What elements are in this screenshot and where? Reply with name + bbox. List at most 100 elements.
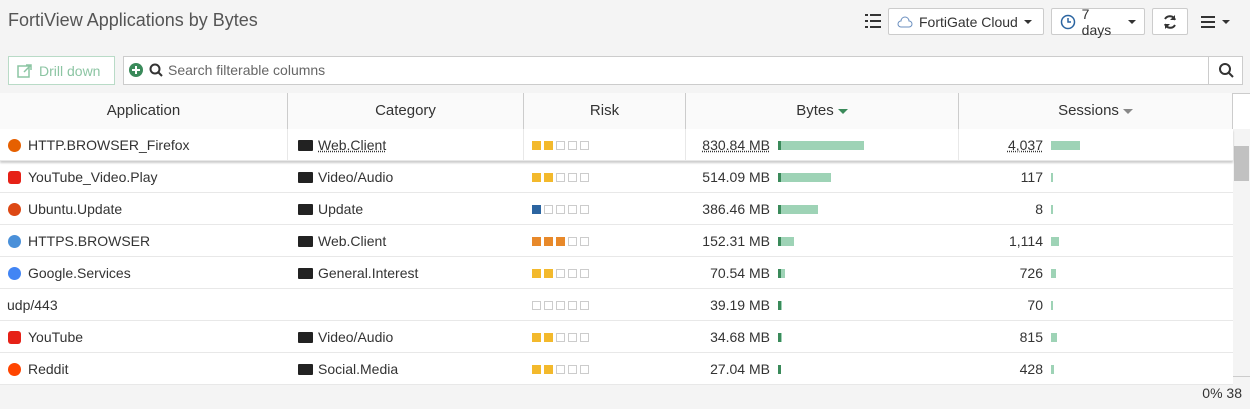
column-header[interactable]: Risk: [524, 93, 686, 129]
risk-square: [544, 205, 553, 214]
search-button-icon: [1219, 63, 1234, 78]
column-header[interactable]: Application: [0, 93, 288, 129]
folder-icon: [298, 204, 313, 215]
bytes-bar: [778, 333, 782, 342]
application: Ubuntu.Update: [28, 201, 123, 217]
period-button[interactable]: 7 days: [1051, 6, 1145, 38]
columns-icon[interactable]: [864, 12, 882, 30]
sessions: 8: [1035, 201, 1043, 217]
risk-square-filled: [532, 269, 541, 278]
bytes: 830.84 MB: [702, 137, 770, 153]
menu-icon: [1201, 16, 1215, 28]
sessions: 4,037: [1007, 137, 1043, 153]
app-icon: [8, 267, 21, 280]
refresh-icon: [1164, 14, 1176, 29]
refresh-button[interactable]: [1152, 8, 1188, 35]
drill-icon: [17, 63, 32, 78]
application: YouTube: [28, 329, 84, 345]
risk-square-filled: [544, 333, 553, 342]
cloud-icon: [897, 16, 913, 27]
sessions: 726: [1019, 265, 1043, 281]
risk-square: [556, 173, 565, 182]
column-label: Category: [375, 102, 436, 119]
risk-square-filled: [532, 205, 541, 214]
category: Update: [318, 201, 364, 217]
bytes: 386.46 MB: [702, 201, 770, 217]
risk-square: [544, 301, 553, 310]
column-header[interactable]: Category: [288, 93, 524, 129]
risk-square: [580, 237, 589, 246]
risk-square: [556, 301, 565, 310]
search-placeholder: Search filterable columns: [168, 62, 326, 78]
sessions: 428: [1019, 361, 1043, 377]
table-row[interactable]: udp/443 39.19 MB 70: [0, 289, 1233, 321]
bytes: 27.04 MB: [710, 361, 770, 377]
category: Web.Client: [318, 137, 387, 153]
column-label: Risk: [589, 102, 620, 119]
bytes: 34.68 MB: [710, 329, 770, 345]
risk-square: [568, 237, 577, 246]
app-icon: [8, 363, 21, 376]
risk-square: [532, 301, 541, 310]
folder-icon: [298, 236, 313, 247]
table-row[interactable]: Reddit Social.Media 27.04 MB 428: [0, 353, 1233, 385]
column-divider: [287, 129, 288, 161]
table-row[interactable]: HTTPS.BROWSER Web.Client 152.31 MB 1,114: [0, 225, 1233, 257]
risk-square-filled: [544, 173, 553, 182]
risk-square: [556, 333, 565, 342]
bytes-bar: [778, 141, 864, 150]
sessions-bar: [1051, 173, 1053, 182]
search-button[interactable]: [1208, 56, 1243, 85]
app-icon: [8, 203, 21, 216]
table-row[interactable]: Google.Services General.Interest 70.54 MB 7…: [0, 257, 1233, 289]
search-box[interactable]: [123, 56, 1243, 85]
drill-down-button[interactable]: Drill down: [8, 56, 115, 85]
risk-square: [580, 301, 589, 310]
risk-square: [568, 141, 577, 150]
risk-square: [580, 365, 589, 374]
sessions: 70: [1027, 297, 1043, 313]
sessions-bar: [1051, 269, 1057, 278]
search-icons: [129, 63, 163, 77]
risk-square-filled: [544, 141, 553, 150]
risk-square-filled: [532, 365, 541, 374]
risk-square: [580, 205, 589, 214]
column-header[interactable]: Bytes: [686, 93, 959, 129]
table-row[interactable]: Ubuntu.Update Update 386.46 MB 8: [0, 193, 1233, 225]
scroll-thumb[interactable]: [1234, 146, 1249, 181]
bytes: 152.31 MB: [702, 233, 770, 249]
bytes-bar: [778, 301, 783, 310]
risk-square: [568, 205, 577, 214]
sessions: 815: [1019, 329, 1043, 345]
column-label: Sessions: [1058, 102, 1119, 119]
bytes-bar: [778, 269, 786, 278]
table-row[interactable]: HTTP.BROWSER_Firefox Web.Client 830.84 MB 4…: [0, 129, 1233, 161]
caret: [1128, 19, 1136, 24]
sessions-bar: [1051, 237, 1059, 246]
app-icon: [8, 235, 21, 248]
app-icon: [8, 139, 21, 152]
column-divider: [958, 129, 959, 161]
sessions: 1,114: [1009, 233, 1043, 249]
category: Web.Client: [318, 233, 387, 249]
clock-icon: [1060, 14, 1076, 29]
menu-button[interactable]: [1200, 14, 1234, 30]
table-row[interactable]: YouTube Video/Audio 34.68 MB 815: [0, 321, 1233, 353]
risk-square: [568, 301, 577, 310]
application: YouTube_Video.Play: [28, 169, 158, 185]
column-divider: [523, 129, 524, 161]
risk-square: [556, 269, 565, 278]
source-button[interactable]: FortiGate Cloud: [888, 8, 1044, 35]
application: udp/443: [7, 297, 58, 313]
column-header[interactable]: Sessions: [959, 93, 1233, 129]
sessions: 117: [1020, 169, 1043, 185]
application: HTTP.BROWSER_Firefox: [28, 137, 190, 153]
category: General.Interest: [318, 265, 419, 281]
risk-square-filled: [532, 333, 541, 342]
scrollbar[interactable]: [1233, 129, 1250, 376]
bytes: 514.09 MB: [702, 169, 770, 185]
bytes-bar: [778, 205, 818, 214]
source-label: FortiGate Cloud: [919, 13, 1018, 30]
table-row[interactable]: YouTube_Video.Play Video/Audio 514.09 MB 11…: [0, 161, 1233, 193]
